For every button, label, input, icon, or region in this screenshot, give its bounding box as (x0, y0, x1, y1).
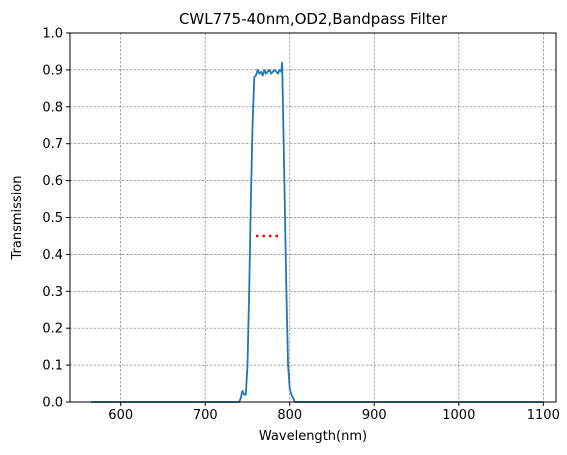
y-axis-label: Transmission (10, 176, 25, 261)
grid-layer (70, 32, 556, 403)
y-tick-label: 0.1 (42, 359, 63, 374)
y-tick-label: 0.9 (42, 63, 63, 78)
y-tick-label: 0.3 (42, 285, 63, 300)
x-tick-label: 600 (108, 408, 133, 423)
x-tick-label: 800 (277, 408, 302, 423)
y-tick-label: 0.6 (42, 174, 63, 189)
x-axis-label: Wavelength(nm) (259, 429, 367, 444)
y-tick-label: 0.8 (42, 100, 63, 115)
y-tick-label: 0.4 (42, 248, 63, 263)
y-tick-label: 0.5 (42, 211, 63, 226)
chart-title: CWL775-40nm,OD2,Bandpass Filter (179, 10, 448, 28)
x-tick-label: 700 (193, 408, 218, 423)
y-tick-label: 0.0 (42, 396, 63, 411)
transmission-curve (91, 61, 544, 403)
x-tick-label: 1000 (442, 408, 475, 423)
y-tick-label: 0.2 (42, 322, 63, 337)
series-layer (91, 61, 544, 403)
x-tick-label: 900 (362, 408, 387, 423)
y-tick-label: 1.0 (42, 27, 63, 42)
x-tick-label: 1100 (527, 408, 560, 423)
tick-layer: 600 700 800 900 1000 1100 0.0 0.1 0.2 0.3 0.4 0.5 0.… (42, 27, 560, 424)
y-tick-label: 0.7 (42, 137, 63, 152)
